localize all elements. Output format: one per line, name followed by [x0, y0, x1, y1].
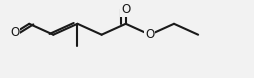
Text: O: O	[10, 26, 19, 39]
Text: O: O	[121, 3, 130, 16]
Text: O: O	[145, 28, 154, 41]
